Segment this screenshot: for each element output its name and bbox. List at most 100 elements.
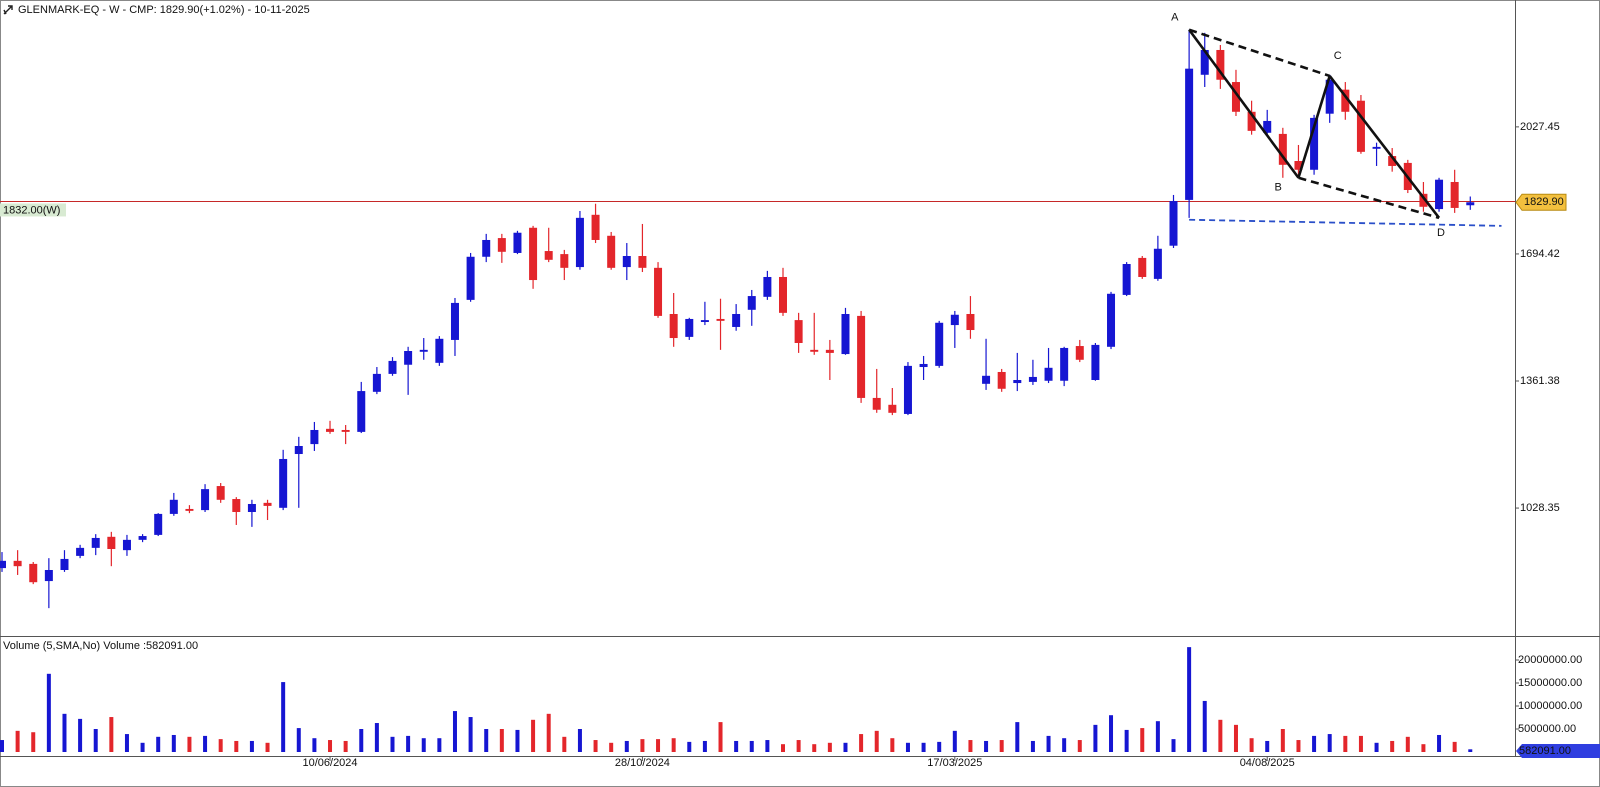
candle-body	[1044, 367, 1053, 381]
candle-body	[669, 313, 678, 339]
candle-body	[1341, 89, 1350, 112]
volume-bar	[62, 713, 67, 752]
volume-bar	[609, 742, 614, 752]
candle-body	[872, 397, 881, 410]
volume-bar	[1030, 740, 1035, 752]
pattern-label: C	[1334, 50, 1342, 62]
candle-body	[122, 539, 131, 551]
volume-bar	[687, 741, 692, 752]
candle-body	[76, 547, 85, 556]
candle-body	[341, 429, 350, 432]
candle-body	[935, 322, 944, 366]
candle-body	[232, 499, 241, 513]
volume-bar	[890, 738, 895, 752]
x-tick-label: 10/06/2024	[302, 757, 357, 769]
volume-bar	[546, 713, 551, 752]
volume-bar	[1390, 740, 1395, 752]
volume-bar	[984, 740, 989, 752]
volume-bar	[1405, 736, 1410, 752]
volume-bar	[874, 730, 879, 752]
candle-body	[903, 365, 912, 414]
candle-body	[794, 320, 803, 343]
pattern-label: A	[1171, 12, 1179, 24]
volume-bar	[1452, 741, 1457, 752]
candle-body	[247, 503, 256, 513]
candle-body	[497, 238, 506, 252]
candle-body	[638, 256, 647, 268]
candle-body	[1231, 82, 1240, 112]
candle-body	[1450, 181, 1459, 208]
volume-bar	[1358, 735, 1363, 752]
candle-body	[201, 489, 210, 511]
volume-bar	[765, 740, 770, 752]
volume-tick-label: 15000000.00	[1518, 677, 1582, 689]
volume-bar	[1155, 721, 1160, 752]
volume-bar	[843, 742, 848, 752]
candle-body	[60, 558, 69, 570]
candle-body	[529, 227, 538, 281]
candle-body	[1325, 79, 1334, 114]
candle-body	[1294, 161, 1303, 170]
candle-body	[763, 276, 772, 297]
volume-bar	[281, 682, 286, 752]
volume-bar	[203, 735, 208, 752]
volume-bar	[1093, 724, 1098, 752]
candle-body	[357, 391, 366, 432]
candle-body	[1466, 202, 1475, 206]
candle-body	[997, 371, 1006, 389]
candle-body	[388, 360, 397, 374]
volume-tick-label: 10000000.00	[1518, 700, 1582, 712]
pattern-label: D	[1437, 227, 1445, 239]
candle-body	[185, 508, 194, 511]
candle-body	[1013, 379, 1022, 384]
volume-bar	[109, 717, 114, 752]
candle-body	[1388, 156, 1397, 166]
candle-body	[575, 217, 584, 268]
volume-bar	[328, 740, 333, 752]
volume-bar	[171, 734, 176, 752]
volume-bar	[859, 734, 864, 752]
volume-bar	[312, 738, 317, 752]
candle-body	[482, 239, 491, 257]
candle-body	[1028, 376, 1037, 382]
volume-bar	[1327, 734, 1332, 752]
volume-bar	[1468, 749, 1473, 752]
candle-body	[888, 404, 897, 413]
volume-bar	[265, 742, 270, 752]
volume-bar	[640, 739, 645, 752]
candle-body	[1107, 293, 1116, 347]
chart-title: GLENMARK-EQ - W - CMP: 1829.90(+1.02%) -…	[18, 4, 310, 16]
candle-body	[372, 373, 381, 392]
y-tick-label: 2027.45	[1520, 121, 1560, 133]
support-line	[1189, 218, 1502, 227]
volume-bar	[421, 738, 426, 752]
volume-bar	[499, 729, 504, 752]
candle-body	[654, 267, 663, 316]
candle-body	[169, 499, 178, 514]
candle-body	[1138, 257, 1147, 277]
volume-bar	[1343, 735, 1348, 752]
candle-body	[419, 349, 428, 352]
volume-bar	[0, 740, 4, 752]
candle-body	[919, 363, 928, 368]
candle-body	[1356, 100, 1365, 152]
volume-bar	[999, 740, 1004, 752]
candle-body	[404, 351, 413, 365]
pattern-upper-bound	[1188, 28, 1331, 78]
volume-bar	[531, 719, 536, 752]
pattern-leg	[1188, 28, 1300, 179]
candle-body	[1075, 346, 1084, 360]
icon-stroke	[3, 5, 13, 15]
volume-bar	[187, 736, 192, 752]
pattern-label: B	[1274, 182, 1281, 194]
volume-bar	[484, 729, 489, 752]
volume-bar	[749, 740, 754, 752]
volume-bar	[1202, 700, 1207, 752]
candle-body	[1216, 49, 1225, 80]
candle-body	[44, 569, 53, 582]
candle-body	[1200, 49, 1209, 75]
volume-bar	[1233, 724, 1238, 752]
volume-bar	[796, 740, 801, 752]
volume-title: Volume (5,SMA,No) Volume :582091.00	[3, 640, 198, 652]
volume-tag-label: 582091.00	[1519, 745, 1571, 757]
